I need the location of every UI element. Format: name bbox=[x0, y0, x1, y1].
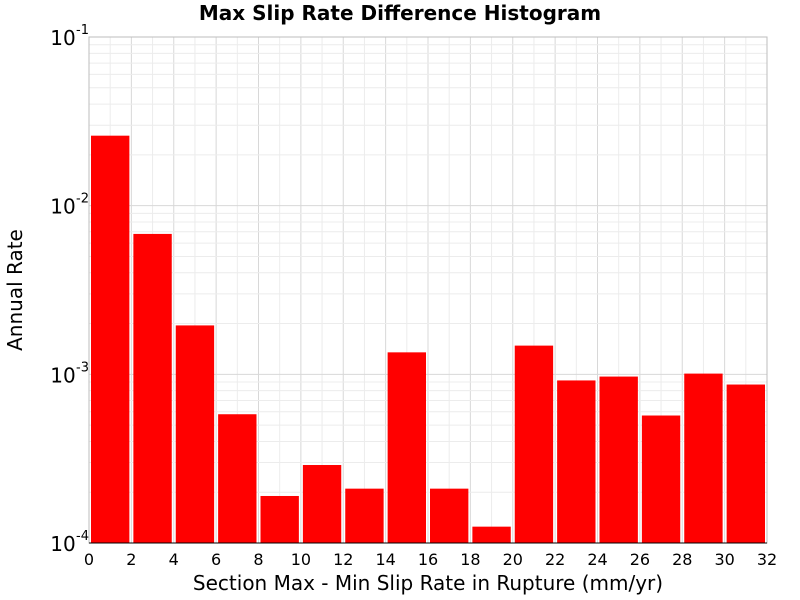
histogram-bar-10 bbox=[514, 345, 554, 543]
x-tick-label: 20 bbox=[503, 550, 523, 569]
y-tick-label: 10 bbox=[50, 195, 75, 219]
y-tick-label: 10 bbox=[50, 363, 75, 387]
x-tick-label: 32 bbox=[757, 550, 777, 569]
x-tick-label: 12 bbox=[333, 550, 353, 569]
x-tick-label: 30 bbox=[714, 550, 734, 569]
y-tick-exponent: -1 bbox=[76, 23, 89, 38]
histogram-bar-14 bbox=[684, 373, 723, 543]
histogram-bar-2 bbox=[175, 325, 215, 543]
x-tick-label: 16 bbox=[418, 550, 438, 569]
y-tick-exponent: -3 bbox=[76, 360, 89, 375]
y-tick-labels: 10-410-310-210-1 bbox=[50, 23, 89, 556]
y-tick-exponent: -2 bbox=[76, 192, 89, 207]
histogram-bar-3 bbox=[218, 414, 257, 543]
x-tick-label: 24 bbox=[587, 550, 607, 569]
x-tick-label: 22 bbox=[545, 550, 565, 569]
y-axis-label: Annual Rate bbox=[3, 229, 27, 351]
x-tick-label: 6 bbox=[211, 550, 221, 569]
bars-layer bbox=[91, 135, 765, 544]
histogram-bar-4 bbox=[260, 495, 299, 543]
histogram-bar-15 bbox=[726, 384, 765, 543]
y-tick-label: 10 bbox=[50, 26, 75, 50]
histogram-bar-13 bbox=[641, 415, 681, 543]
histogram-bar-6 bbox=[345, 488, 384, 543]
y-tick-exponent: -4 bbox=[76, 529, 89, 544]
histogram-bar-8 bbox=[430, 488, 469, 543]
x-tick-labels: 0 2 4 6 8 10 12 14 16 18 20 22 24 26 28 30 32 bbox=[84, 550, 777, 569]
x-tick-label: 4 bbox=[169, 550, 179, 569]
histogram-bar-1 bbox=[133, 233, 172, 544]
y-tick-label: 10 bbox=[50, 532, 75, 556]
x-tick-label: 0 bbox=[84, 550, 94, 569]
x-tick-label: 14 bbox=[375, 550, 395, 569]
histogram-bar-7 bbox=[387, 352, 426, 543]
x-tick-label: 8 bbox=[253, 550, 263, 569]
x-tick-label: 2 bbox=[126, 550, 136, 569]
x-tick-label: 18 bbox=[460, 550, 480, 569]
x-tick-label: 26 bbox=[630, 550, 650, 569]
x-tick-label: 28 bbox=[672, 550, 692, 569]
x-tick-label: 10 bbox=[291, 550, 311, 569]
histogram-bar-11 bbox=[557, 380, 596, 543]
histogram-bar-0 bbox=[91, 135, 130, 543]
histogram-bar-9 bbox=[472, 526, 511, 543]
chart-title: Max Slip Rate Difference Histogram bbox=[199, 1, 601, 25]
histogram-bar-12 bbox=[599, 376, 638, 543]
x-axis-label: Section Max - Min Slip Rate in Rupture (… bbox=[193, 571, 663, 595]
histogram-bar-5 bbox=[302, 465, 342, 543]
